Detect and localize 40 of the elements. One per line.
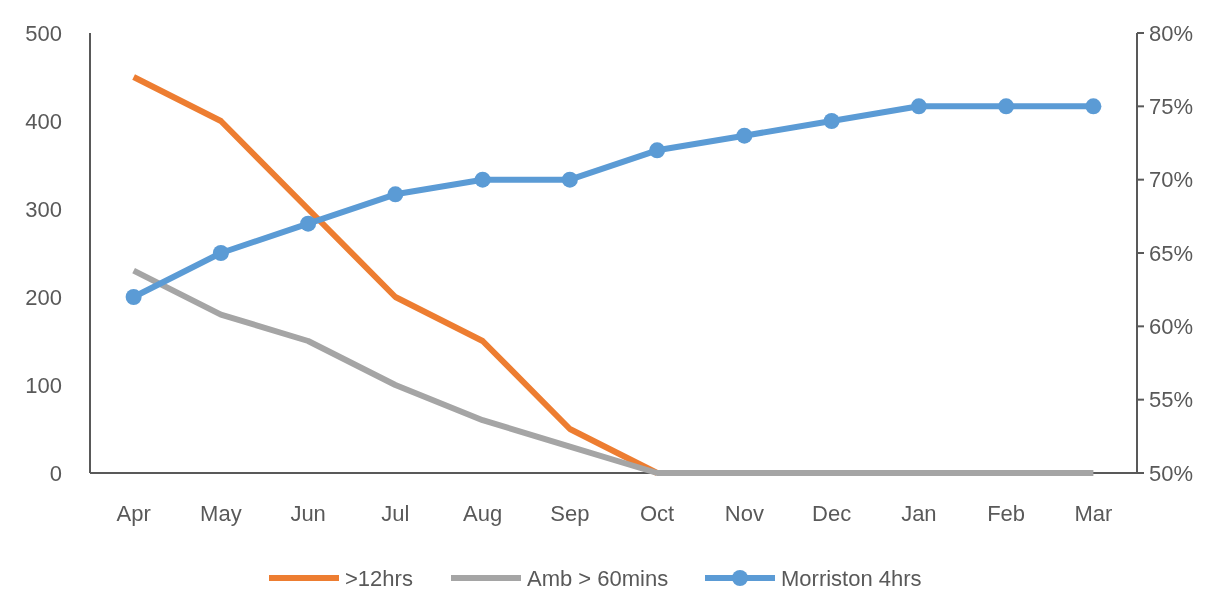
point (212, 245, 229, 261)
y-tick-label: 500 (25, 20, 62, 46)
point (561, 171, 578, 188)
y2-tick-label: 75% (1149, 94, 1194, 120)
y2-tick-label: 50% (1149, 460, 1194, 486)
point (910, 98, 927, 115)
point (387, 186, 404, 203)
x-tick-label: Jan (901, 501, 937, 526)
y2-tick-label: 80% (1149, 20, 1194, 46)
x-tick-label: Dec (812, 501, 852, 526)
y-tick-label: 200 (25, 284, 62, 310)
x-tick-label: Oct (640, 501, 675, 526)
x-tick-label: Aug (463, 501, 503, 526)
x-tick-label: Nov (724, 501, 764, 526)
y-tick-label: 400 (25, 108, 62, 134)
point (998, 98, 1015, 115)
legend-label: Amb > 60mins (527, 565, 669, 590)
y2-tick-label: 70% (1149, 167, 1194, 193)
y2-tick-label: 55% (1149, 387, 1194, 413)
y-tick-label: 100 (25, 372, 62, 398)
x-tick-label: Jul (381, 501, 410, 526)
x-tick-label: Jun (290, 501, 326, 526)
point (823, 113, 840, 129)
y2-tick-label: 60% (1149, 314, 1194, 340)
x-tick-label: May (200, 501, 242, 526)
x-tick-label: Mar (1074, 501, 1113, 526)
y2-tick-label: 65% (1149, 240, 1194, 266)
y-tick-label: 0 (49, 460, 62, 486)
legend-label: >12hrs (345, 565, 413, 590)
point (649, 142, 666, 159)
legend-label: Morriston 4hrs (781, 565, 922, 590)
x-tick-label: Feb (987, 501, 1026, 526)
x-tick-label: Apr (116, 501, 151, 526)
point (474, 171, 491, 188)
point (300, 215, 317, 232)
x-tick-label: Sep (550, 501, 590, 526)
point (1085, 98, 1102, 115)
y-tick-label: 300 (25, 196, 62, 222)
point (736, 127, 753, 144)
point (125, 289, 142, 305)
